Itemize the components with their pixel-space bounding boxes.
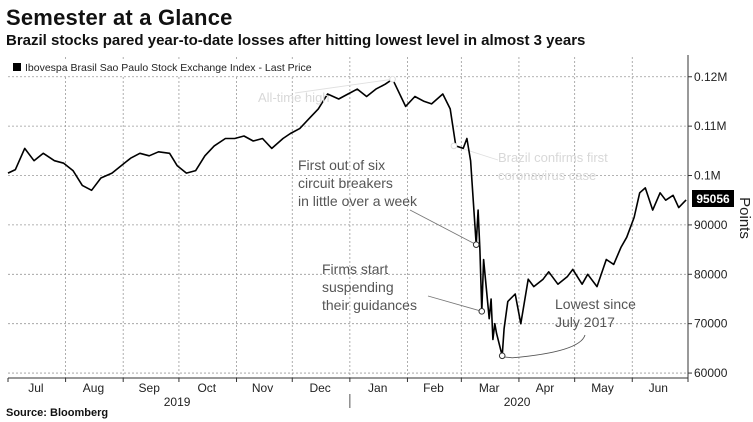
annotation-text: coronavirus case [498, 168, 596, 183]
last-value-label: 95056 [696, 192, 730, 206]
x-year-label: 2019 [164, 395, 191, 409]
x-tick-label: Apr [536, 381, 555, 395]
x-tick-label: Oct [197, 381, 216, 395]
series-line-0 [7, 78, 687, 357]
legend-background [9, 60, 349, 75]
source-note: Source: Bloomberg [6, 407, 109, 419]
last-value-tag: 95056 [692, 190, 734, 207]
y-tick-label: 80000 [694, 267, 728, 281]
y-tick-label: 0.12M [694, 70, 727, 84]
annotation-text: All-time high [258, 90, 330, 105]
x-tick-label: Feb [423, 381, 444, 395]
annotation-text: in little over a week [298, 193, 418, 209]
annotation-text: Lowest since [555, 296, 636, 312]
annotation-text: their guidances [322, 297, 417, 313]
y-tick-label: 0.1M [694, 169, 721, 183]
x-tick-label: Aug [83, 381, 104, 395]
y-axis: 60000 70000 80000 90000 0.1M 0.11M 0.12M [688, 70, 728, 380]
annotation-marker [450, 142, 458, 150]
annotation-text: suspending [322, 279, 394, 295]
x-axis: Jul Aug Sep Oct Nov Dec Jan Feb Mar Apr May Jun 2019… [7, 378, 689, 409]
annotation-marker [389, 75, 396, 83]
chart-subtitle: Brazil stocks pared year-to-date losses … [6, 32, 586, 49]
annotation-text: July 2017 [555, 314, 615, 330]
annotation-leader-lines [294, 78, 586, 359]
y-tick-label: 60000 [694, 366, 728, 380]
x-tick-label: Jan [368, 381, 387, 395]
x-tick-label: Mar [479, 381, 500, 395]
series-layer [7, 78, 687, 357]
x-tick-label: Jul [28, 381, 43, 395]
annotation-text: Firms start [322, 261, 388, 277]
x-tick-label: Nov [252, 381, 273, 395]
annotation-leader [427, 295, 482, 312]
annotation-leader [502, 334, 586, 359]
gridlines [8, 57, 688, 378]
legend-label: Ibovespa Brasil Sao Paulo Stock Exchange… [25, 62, 312, 74]
chart-title: Semester at a Glance [6, 5, 233, 30]
annotation-text: Brazil confirms first [498, 150, 608, 165]
last-value-box [692, 190, 734, 207]
x-tick-label: Sep [139, 381, 161, 395]
annotation-marker [472, 241, 480, 248]
annotation-text: circuit breakers [298, 175, 393, 191]
y-tick-label: 0.11M [694, 119, 726, 133]
x-tick-label: Dec [309, 381, 330, 395]
legend: Ibovespa Brasil Sao Paulo Stock Exchange… [9, 60, 349, 75]
x-year-label: 2020 [504, 395, 531, 409]
annotation-text: First out of six [298, 157, 385, 173]
y-tick-label: 90000 [694, 218, 728, 232]
annotations: All-time high Brazil confirms first corona… [258, 75, 636, 360]
y-tick-label: 70000 [694, 317, 728, 331]
annotation-marker [498, 352, 506, 360]
x-tick-label: Jun [649, 381, 668, 395]
y-axis-title: Points [736, 197, 753, 239]
annotation-leader [409, 209, 477, 246]
x-tick-label: May [591, 381, 614, 395]
legend-swatch [13, 63, 21, 71]
annotation-leader [294, 78, 393, 94]
annotation-marker [478, 308, 486, 315]
